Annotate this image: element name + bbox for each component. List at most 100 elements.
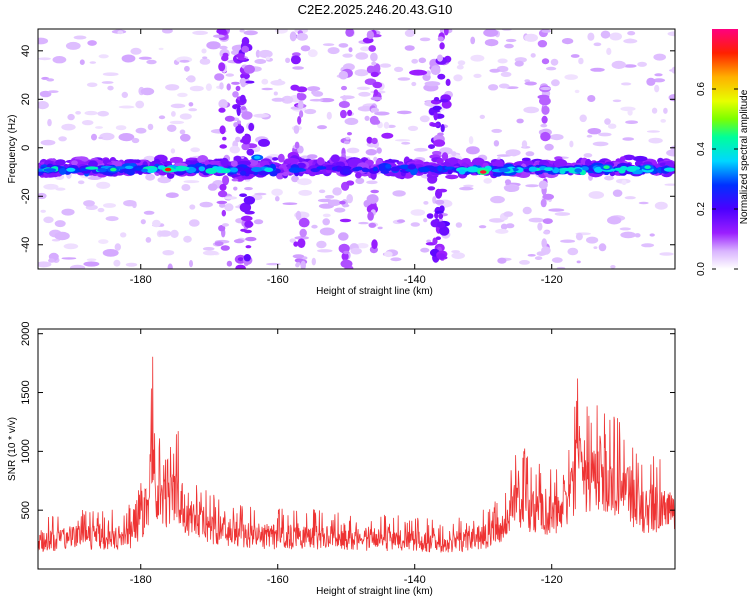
heatmap-streak (213, 34, 225, 38)
heatmap-speckle (166, 124, 177, 132)
heatmap-peak (644, 165, 651, 169)
heatmap-band-cell (269, 170, 278, 177)
heatmap-speckle (147, 123, 154, 131)
heatmap-speckle (392, 190, 406, 197)
heatmap-speckle (654, 84, 660, 93)
heatmap-speckle (54, 220, 66, 228)
heatmap-speckle (637, 61, 647, 67)
heatmap-speckle (491, 128, 503, 133)
heatmap-speckle (604, 175, 614, 181)
heatmap-streak (542, 193, 554, 200)
heatmap-streak (293, 241, 299, 247)
heatmap-speckle (627, 31, 636, 36)
heatmap-streak (439, 42, 445, 50)
heatmap-streak (433, 97, 440, 102)
heatmap-streak (219, 125, 226, 135)
heatmap-speckle (612, 99, 622, 103)
heatmap-streak (427, 186, 436, 191)
heatmap-speckle (79, 59, 85, 65)
heatmap-band-cell (272, 157, 279, 161)
heatmap-streak (241, 143, 250, 151)
heatmap-speckle (667, 31, 675, 37)
heatmap-speckle (326, 111, 332, 120)
heatmap-streak (239, 94, 246, 103)
heatmap-speckle (534, 256, 543, 260)
heatmap-speckle (564, 74, 578, 80)
heatmap-speckle (61, 208, 75, 216)
heatmap-speckle (61, 257, 77, 260)
heatmap-streak (439, 98, 449, 103)
heatmap-band-cell (220, 168, 231, 174)
heatmap-streak (296, 86, 308, 93)
heatmap-speckle (300, 45, 311, 52)
heatmap-speckle (188, 102, 194, 107)
heatmap-speckle (327, 199, 342, 206)
heatmap-band-cell (567, 167, 575, 171)
heatmap-speckle (97, 207, 105, 213)
heatmap-speckle (206, 41, 221, 50)
heatmap-speckle (188, 219, 200, 227)
heatmap-speckle (98, 54, 109, 59)
heatmap-band-cell (123, 160, 130, 164)
heatmap-speckle (340, 95, 355, 100)
heatmap-speckle (294, 236, 310, 240)
heatmap-speckle (101, 81, 114, 84)
heatmap-speckle (587, 128, 602, 135)
heatmap-band-cell (316, 166, 327, 170)
heatmap-streak (439, 226, 450, 236)
heatmap-peak (254, 155, 261, 160)
heatmap-speckle (574, 89, 580, 94)
heatmap-streak (432, 150, 442, 156)
heatmap-speckle (504, 185, 520, 193)
heatmap-speckle (89, 61, 97, 64)
heatmap-streak (222, 223, 229, 227)
heatmap-speckle (478, 225, 487, 229)
heatmap-streak (541, 58, 550, 65)
heatmap-speckle (105, 216, 119, 222)
heatmap-streak (290, 55, 301, 65)
heatmap-streak (218, 62, 226, 72)
heatmap-streak (538, 180, 548, 190)
heatmap-speckle (121, 91, 128, 98)
heatmap-band-cell (230, 160, 238, 167)
top-x-tick-label: -120 (541, 274, 563, 286)
heatmap-speckle (120, 232, 127, 238)
heatmap-streak (371, 61, 377, 66)
heatmap-band-cell (85, 166, 99, 170)
heatmap-speckle (453, 74, 463, 82)
heatmap-speckle (342, 53, 353, 58)
heatmap-speckle (261, 87, 274, 91)
heatmap-band-cell (135, 159, 141, 164)
heatmap-streak (235, 136, 241, 143)
heatmap-speckle (254, 59, 267, 64)
heatmap-band-cell (127, 170, 135, 176)
heatmap-speckle (54, 231, 70, 241)
heatmap-speckle (364, 115, 370, 121)
heatmap-speckle (47, 90, 59, 93)
heatmap-speckle (273, 91, 278, 96)
heatmap-speckle (271, 97, 285, 102)
heatmap-speckle (332, 187, 342, 196)
heatmap-speckle (121, 54, 136, 63)
heatmap-speckle (102, 249, 119, 257)
top-y-tick-label: 0 (20, 145, 32, 151)
heatmap-streak (432, 105, 442, 111)
heatmap-speckle (551, 79, 560, 87)
heatmap-band-cell (251, 167, 263, 172)
heatmap-speckle (355, 52, 369, 60)
heatmap-speckle (47, 118, 52, 127)
heatmap-streak (373, 89, 379, 96)
heatmap-streak (540, 198, 547, 208)
colorbar-tick-label: 0.0 (696, 262, 707, 276)
heatmap-speckle (575, 232, 583, 241)
heatmap-speckle (75, 111, 81, 115)
heatmap-streak (428, 144, 435, 150)
heatmap-speckle (38, 37, 49, 45)
heatmap-streak (435, 236, 441, 240)
heatmap-speckle (586, 134, 593, 138)
heatmap-speckle (266, 262, 281, 266)
heatmap-speckle (505, 38, 517, 43)
heatmap-speckle (493, 140, 500, 147)
heatmap-band-cell (141, 168, 149, 173)
heatmap-speckle (654, 73, 663, 77)
